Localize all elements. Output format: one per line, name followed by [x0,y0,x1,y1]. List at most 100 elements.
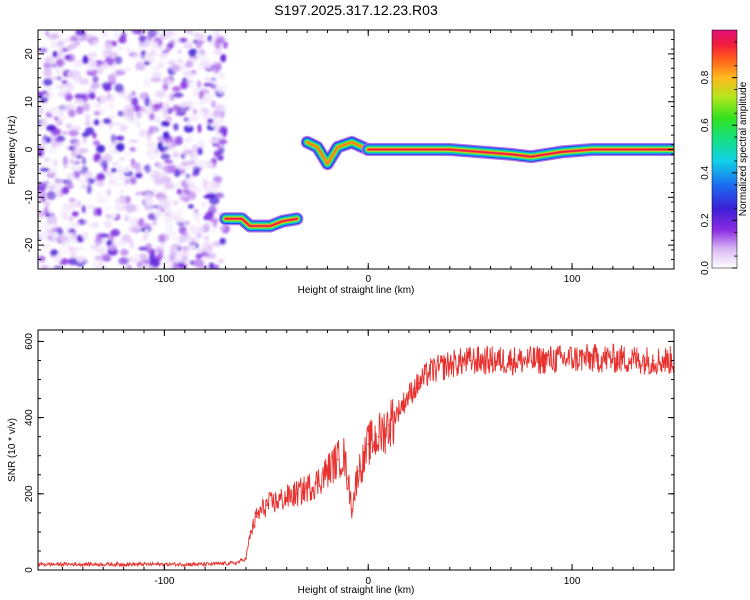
noise-blob [162,49,169,54]
noise-blob [71,149,77,158]
noise-blob [56,44,66,51]
noise-blob [62,155,68,165]
snr-data-point [234,562,237,564]
noise-blob [106,244,118,251]
noise-blob [103,213,110,218]
noise-blob [74,160,81,165]
noise-blob [71,211,79,217]
noise-blob [118,257,129,265]
noise-blob [112,30,122,39]
noise-blob [217,138,228,145]
noise-blob [195,33,206,41]
noise-blob [218,225,226,231]
noise-blob [60,131,70,135]
noise-blob [118,157,126,161]
noise-blob [82,102,91,112]
noise-blob [203,256,213,260]
noise-blob [118,189,125,194]
noise-blob [128,217,138,225]
feature-band [224,218,298,227]
noise-blob [165,116,173,123]
noise-blob [132,53,143,61]
noise-blob [173,38,182,44]
noise-blob [61,79,68,85]
noise-blob [79,179,89,184]
noise-blob [192,235,198,245]
noise-blob [149,41,159,49]
noise-blob [208,205,217,215]
noise-blob [182,149,194,155]
noise-blob [114,83,124,93]
snr-line-layer [38,343,674,568]
noise-blobs [38,30,230,269]
snr-data-point [275,500,278,503]
noise-blob [144,97,151,107]
noise-blob [170,64,181,72]
noise-blob [81,205,87,214]
snr-data-point [652,359,655,362]
noise-blob [210,252,217,260]
noise-blob [192,166,200,174]
noise-blob [54,83,61,90]
snr-data-point [530,359,533,362]
snr-frame [37,329,675,571]
noise-blob [70,223,81,228]
noise-blob [195,101,203,106]
colorbar-label: Normalized spectral amplitude [738,81,749,216]
noise-blob [200,201,208,208]
noise-blob [52,140,58,148]
noise-blob [62,209,70,217]
noise-blob [115,135,125,141]
noise-blob [132,252,138,261]
noise-blob [154,209,163,219]
noise-blob [81,156,87,166]
spectrogram-ylabel: Frequency (Hz) [7,116,18,185]
noise-blob [159,200,166,205]
noise-blob [55,57,66,68]
snr-data-point [245,557,247,560]
colorbar: 0.0 0.2 0.4 0.6 0.8 Normalized spectral ampl… [700,29,749,275]
noise-blob [177,49,182,54]
noise-blob [164,253,169,261]
snr-data-point [336,458,339,461]
noise-blob [40,140,47,149]
snr-data-point [449,363,451,366]
noise-blob [47,34,57,40]
noise-blob [67,246,76,251]
noise-blob [185,136,193,143]
noise-blob [57,91,68,98]
y-tick-label: 20 [24,48,35,60]
noise-blob [149,258,161,267]
noise-blob [186,73,198,78]
noise-blob [160,153,171,160]
noise-blob [213,48,222,56]
noise-blob [202,179,208,190]
noise-blob [171,232,178,241]
snr-data-point [265,504,268,507]
noise-blob [182,145,189,150]
noise-blob [175,218,186,224]
noise-blob [107,93,116,103]
noise-blob [93,140,100,146]
noise-blob [86,203,95,210]
colorbar-tick-label: 0.2 [700,213,711,227]
noise-blob [154,177,164,185]
noise-blob [44,56,54,65]
noise-blob [179,169,186,175]
noise-blob [160,120,170,127]
noise-blob [72,165,77,172]
noise-blob [85,113,91,124]
noise-blob [133,104,141,112]
noise-blob [76,200,82,208]
noise-blob [124,212,130,219]
noise-blob [160,146,169,151]
y-tick-label: -10 [24,190,35,205]
noise-blob [65,226,70,233]
noise-blob [42,78,53,86]
noise-blob [148,102,154,111]
noise-blob [219,237,227,245]
snr-data-point [367,443,370,446]
snr-axes: -100 0 100 0 200 400 600 [24,330,675,587]
noise-blob [38,47,48,53]
